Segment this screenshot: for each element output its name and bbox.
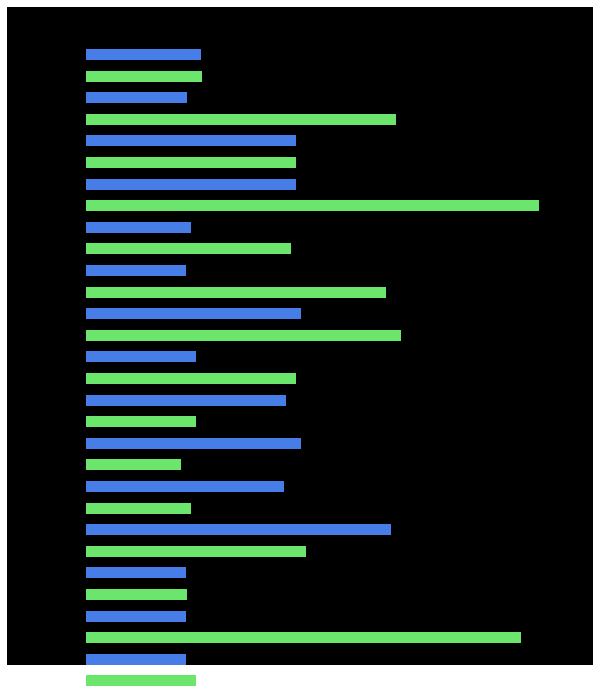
bar-10: [86, 265, 186, 276]
bar-19: [86, 459, 181, 470]
bar-1: [86, 71, 202, 82]
bar-24: [86, 567, 186, 578]
bar-25: [86, 589, 187, 600]
bar-11: [86, 287, 386, 298]
bar-8: [86, 222, 191, 233]
bar-chart: [7, 7, 593, 665]
bar-5: [86, 157, 296, 168]
bar-12: [86, 308, 301, 319]
bar-21: [86, 503, 191, 514]
bar-15: [86, 373, 296, 384]
bar-20: [86, 481, 284, 492]
bar-22: [86, 524, 391, 535]
bar-6: [86, 179, 296, 190]
bar-14: [86, 351, 196, 362]
bar-9: [86, 243, 291, 254]
bar-26: [86, 611, 186, 622]
bar-0: [86, 49, 201, 60]
bar-18: [86, 438, 301, 449]
bar-7: [86, 200, 539, 211]
bar-4: [86, 135, 296, 146]
bar-27: [86, 632, 521, 643]
bar-23: [86, 546, 306, 557]
bar-28: [86, 654, 186, 665]
bar-2: [86, 92, 187, 103]
bar-29: [86, 675, 196, 686]
bar-3: [86, 114, 396, 125]
bar-13: [86, 330, 401, 341]
bar-17: [86, 416, 196, 427]
bar-16: [86, 395, 286, 406]
